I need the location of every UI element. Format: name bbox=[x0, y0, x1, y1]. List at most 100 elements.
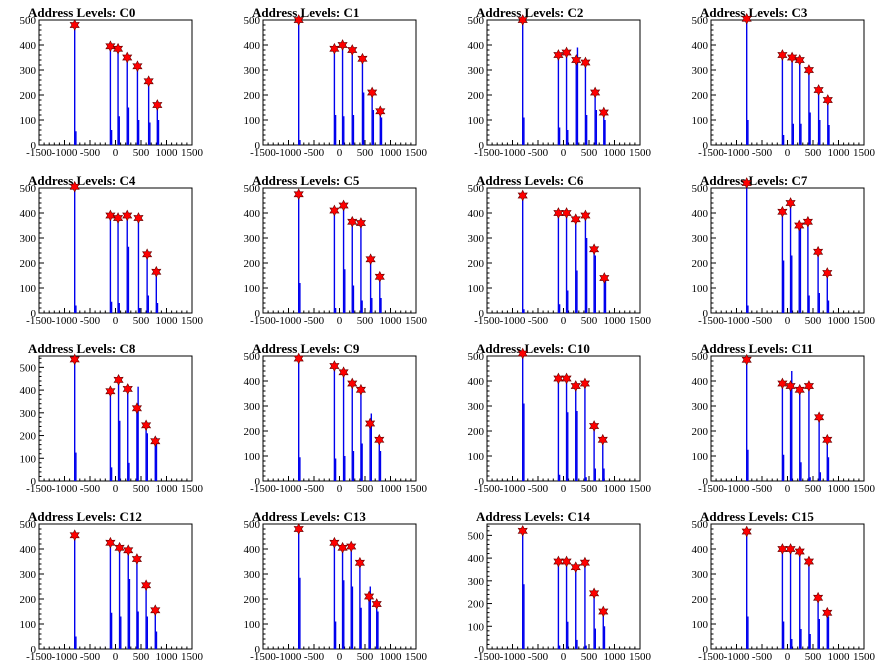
x-tick-label: 0 bbox=[337, 315, 343, 327]
peak-marker bbox=[347, 44, 358, 56]
peak-marker bbox=[813, 84, 824, 96]
x-tick-label: 0 bbox=[337, 147, 343, 159]
chart-panel: Address Levels: C3 0 100 200 300 400 500 -1500-… bbox=[672, 0, 896, 168]
y-tick-label: 300 bbox=[468, 233, 485, 245]
peak-marker bbox=[141, 579, 152, 592]
peak-marker bbox=[131, 402, 142, 415]
y-tick-label: 500 bbox=[692, 183, 709, 195]
y-tick-label: 200 bbox=[244, 594, 261, 606]
y-tick-label: 200 bbox=[468, 426, 485, 438]
x-tick-label: 1000 bbox=[828, 651, 851, 663]
y-tick-label: 200 bbox=[692, 426, 709, 438]
chart-svg: 0 100 200 300 400 500 -1500 -1000 -500 0 500 1000 15… bbox=[20, 15, 204, 159]
x-tick-label: 1000 bbox=[828, 147, 851, 159]
y-tick-label: 0 bbox=[479, 308, 485, 320]
x-tick-label: 1500 bbox=[629, 315, 652, 327]
y-tick-label: 300 bbox=[468, 65, 485, 77]
x-tick-label: 1000 bbox=[156, 315, 179, 327]
x-tick-label: -500 bbox=[528, 315, 549, 327]
x-tick-label: 500 bbox=[581, 483, 598, 495]
y-tick-label: 0 bbox=[255, 476, 261, 488]
peak-marker bbox=[589, 587, 600, 600]
peak-marker bbox=[822, 94, 833, 106]
y-tick-label: 400 bbox=[244, 208, 261, 220]
peak-marker bbox=[517, 14, 528, 26]
x-tick-label: 500 bbox=[581, 315, 598, 327]
y-tick-label: 0 bbox=[31, 308, 37, 320]
y-tick-label: 100 bbox=[468, 451, 485, 463]
plot-frame bbox=[38, 523, 193, 650]
peak-marker bbox=[69, 19, 80, 31]
y-tick-label: 500 bbox=[468, 15, 485, 27]
peak-marker bbox=[142, 248, 153, 261]
x-tick-label: -1500 bbox=[698, 315, 724, 327]
peak-marker bbox=[553, 207, 564, 219]
y-tick-label: 100 bbox=[20, 115, 37, 127]
y-tick-label: 0 bbox=[703, 644, 709, 656]
peak-marker bbox=[777, 543, 788, 555]
peak-marker bbox=[794, 54, 805, 66]
x-tick-label: -1500 bbox=[250, 315, 276, 327]
x-tick-label: 1500 bbox=[629, 651, 652, 663]
x-tick-label: -500 bbox=[752, 651, 773, 663]
peak-marker bbox=[105, 536, 116, 549]
x-tick-label: 1500 bbox=[405, 483, 428, 495]
y-tick-label: 400 bbox=[692, 376, 709, 388]
x-tick-label: -500 bbox=[304, 651, 325, 663]
peak-marker bbox=[150, 604, 161, 617]
x-tick-label: -1500 bbox=[250, 147, 276, 159]
peak-marker bbox=[367, 86, 378, 99]
chart-panel: Address Levels: C2 0 100 200 300 400 500 -1500-… bbox=[448, 0, 672, 168]
x-tick-label: -500 bbox=[752, 147, 773, 159]
x-tick-label: -1500 bbox=[26, 651, 52, 663]
plot-frame bbox=[486, 523, 641, 650]
peak-marker bbox=[151, 265, 162, 278]
y-tick-label: 200 bbox=[244, 258, 261, 270]
x-tick-label: 1500 bbox=[853, 147, 876, 159]
peak-marker bbox=[374, 433, 385, 446]
peak-marker bbox=[337, 541, 348, 554]
peak-marker bbox=[517, 347, 528, 360]
peak-marker bbox=[293, 14, 304, 26]
peak-marker bbox=[561, 207, 572, 219]
peak-marker bbox=[114, 541, 125, 554]
peak-marker bbox=[794, 545, 805, 558]
y-tick-label: 100 bbox=[468, 115, 485, 127]
y-tick-label: 100 bbox=[692, 451, 709, 463]
y-tick-label: 100 bbox=[468, 621, 485, 633]
y-tick-label: 400 bbox=[20, 385, 37, 397]
x-tick-label: -1000 bbox=[500, 483, 526, 495]
x-tick-label: 1500 bbox=[181, 483, 204, 495]
peak-marker bbox=[794, 383, 805, 396]
chart-panel: Address Levels: C8 0 100 200 300 400 500 -1500-… bbox=[0, 336, 224, 504]
x-tick-label: 1000 bbox=[604, 483, 627, 495]
y-tick-label: 300 bbox=[244, 233, 261, 245]
y-tick-label: 200 bbox=[468, 90, 485, 102]
x-tick-label: 0 bbox=[785, 483, 791, 495]
y-tick-label: 300 bbox=[20, 233, 37, 245]
chart-svg: 0 100 200 300 400 500 -1500 -1000 -500 0 500 1000 15… bbox=[692, 177, 876, 327]
peak-marker bbox=[143, 75, 154, 88]
y-tick-label: 400 bbox=[244, 544, 261, 556]
x-tick-label: 1500 bbox=[853, 483, 876, 495]
x-tick-label: -1500 bbox=[698, 651, 724, 663]
peak-marker bbox=[599, 272, 610, 284]
y-tick-label: 100 bbox=[20, 619, 37, 631]
x-tick-label: -1000 bbox=[724, 147, 750, 159]
peak-marker bbox=[355, 383, 366, 396]
plot-frame bbox=[486, 187, 641, 314]
peak-marker bbox=[777, 377, 788, 390]
peak-marker bbox=[375, 105, 386, 118]
peak-marker bbox=[741, 525, 752, 538]
peak-marker bbox=[338, 199, 349, 212]
y-tick-label: 400 bbox=[244, 376, 261, 388]
peak-marker bbox=[347, 377, 358, 390]
x-tick-label: -500 bbox=[528, 651, 549, 663]
peak-marker bbox=[785, 380, 796, 392]
x-tick-label: -1000 bbox=[52, 315, 78, 327]
peak-marker bbox=[570, 213, 581, 226]
chart-title: Address Levels: C10 bbox=[476, 341, 590, 356]
chart-title: Address Levels: C6 bbox=[476, 173, 584, 188]
y-tick-label: 400 bbox=[20, 40, 37, 52]
x-tick-label: -1000 bbox=[724, 483, 750, 495]
